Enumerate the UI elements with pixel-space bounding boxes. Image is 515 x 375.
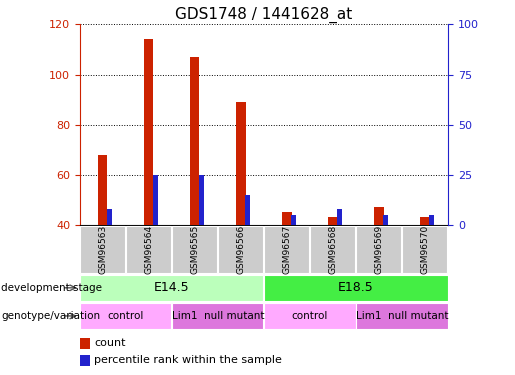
Text: control: control: [108, 311, 144, 321]
FancyBboxPatch shape: [264, 226, 309, 273]
Bar: [144, 39, 153, 225]
FancyBboxPatch shape: [80, 303, 171, 329]
Bar: [282, 213, 291, 225]
Bar: [191, 57, 199, 225]
Text: GSM96566: GSM96566: [236, 225, 246, 274]
Bar: [383, 215, 388, 225]
FancyBboxPatch shape: [173, 303, 264, 329]
Text: percentile rank within the sample: percentile rank within the sample: [94, 356, 282, 365]
FancyBboxPatch shape: [80, 275, 264, 301]
Text: control: control: [292, 311, 328, 321]
Text: E18.5: E18.5: [338, 281, 374, 294]
Text: count: count: [94, 339, 126, 348]
Bar: [80, 355, 90, 366]
Bar: [107, 209, 112, 225]
Text: GSM96568: GSM96568: [329, 225, 337, 274]
Text: Lim1  null mutant: Lim1 null mutant: [171, 311, 264, 321]
Text: genotype/variation: genotype/variation: [1, 311, 100, 321]
Bar: [374, 207, 384, 225]
Text: GSM96567: GSM96567: [282, 225, 291, 274]
Bar: [329, 217, 338, 225]
Text: GSM96563: GSM96563: [98, 225, 107, 274]
FancyBboxPatch shape: [264, 303, 355, 329]
Bar: [290, 215, 296, 225]
FancyBboxPatch shape: [356, 303, 448, 329]
FancyBboxPatch shape: [173, 226, 217, 273]
Bar: [337, 209, 342, 225]
Bar: [80, 338, 90, 349]
Bar: [245, 195, 250, 225]
Text: development stage: development stage: [1, 283, 102, 293]
Title: GDS1748 / 1441628_at: GDS1748 / 1441628_at: [175, 7, 353, 23]
Bar: [152, 175, 158, 225]
FancyBboxPatch shape: [218, 226, 263, 273]
FancyBboxPatch shape: [126, 226, 171, 273]
Bar: [428, 215, 434, 225]
Text: Lim1  null mutant: Lim1 null mutant: [356, 311, 448, 321]
Bar: [236, 102, 246, 225]
FancyBboxPatch shape: [311, 226, 355, 273]
FancyBboxPatch shape: [403, 226, 447, 273]
Text: E14.5: E14.5: [154, 281, 190, 294]
Text: GSM96569: GSM96569: [374, 225, 384, 274]
Bar: [420, 217, 430, 225]
FancyBboxPatch shape: [264, 275, 448, 301]
FancyBboxPatch shape: [80, 226, 125, 273]
FancyBboxPatch shape: [356, 226, 401, 273]
Text: GSM96565: GSM96565: [191, 225, 199, 274]
Bar: [199, 175, 204, 225]
Text: GSM96564: GSM96564: [144, 225, 153, 274]
Bar: [98, 155, 108, 225]
Text: GSM96570: GSM96570: [421, 225, 430, 274]
